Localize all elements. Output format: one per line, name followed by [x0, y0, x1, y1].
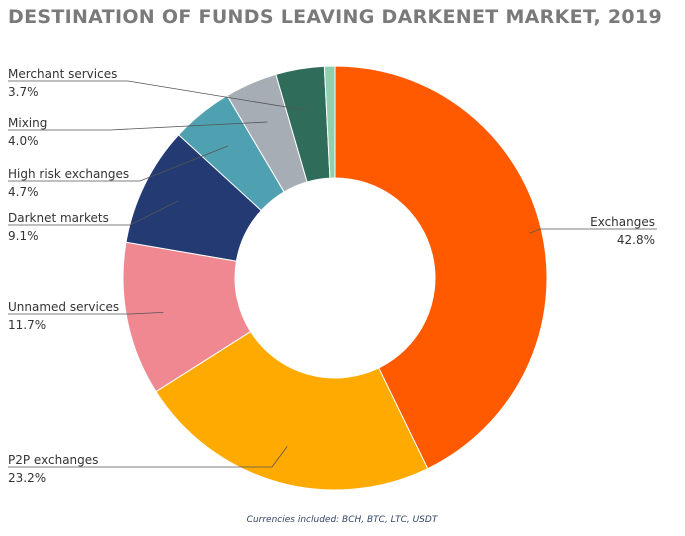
slice-label: Merchant services [8, 67, 117, 81]
leader-line [8, 121, 268, 131]
leader-line [8, 312, 164, 315]
leader-line [8, 200, 179, 226]
leader-line [8, 80, 307, 111]
slice-value-label: 3.7% [8, 85, 39, 99]
slice-label: Exchanges [590, 215, 655, 229]
leader-line [529, 228, 657, 234]
chart-footnote: Currencies included: BCH, BTC, LTC, USDT [247, 515, 439, 525]
slice-value-label: 4.0% [8, 134, 39, 148]
slice-label: Mixing [8, 116, 47, 130]
donut-slices [122, 65, 548, 491]
slice-other [323, 65, 336, 179]
slice-label: Unnamed services [8, 300, 119, 314]
slice-value-label: 23.2% [8, 471, 46, 485]
slice-label: High risk exchanges [8, 167, 129, 181]
slice-value-label: 42.8% [617, 233, 655, 247]
slice-value-label: 9.1% [8, 229, 39, 243]
leader-lines [8, 80, 657, 468]
slice-value-label: 11.7% [8, 318, 46, 332]
leader-line [8, 446, 288, 468]
slice-labels: Exchanges 42.8% P2P exchanges 23.2% Unnamed … [8, 67, 655, 485]
slice-exchanges [334, 65, 548, 470]
chart-title: DESTINATION OF FUNDS LEAVING DARKENET MA… [8, 6, 662, 28]
slice-value-label: 4.7% [8, 185, 39, 199]
slice-p2p-exchanges [155, 330, 429, 491]
leader-line [8, 145, 229, 182]
slice-label: Darknet markets [8, 211, 109, 225]
slice-label: P2P exchanges [8, 453, 98, 467]
